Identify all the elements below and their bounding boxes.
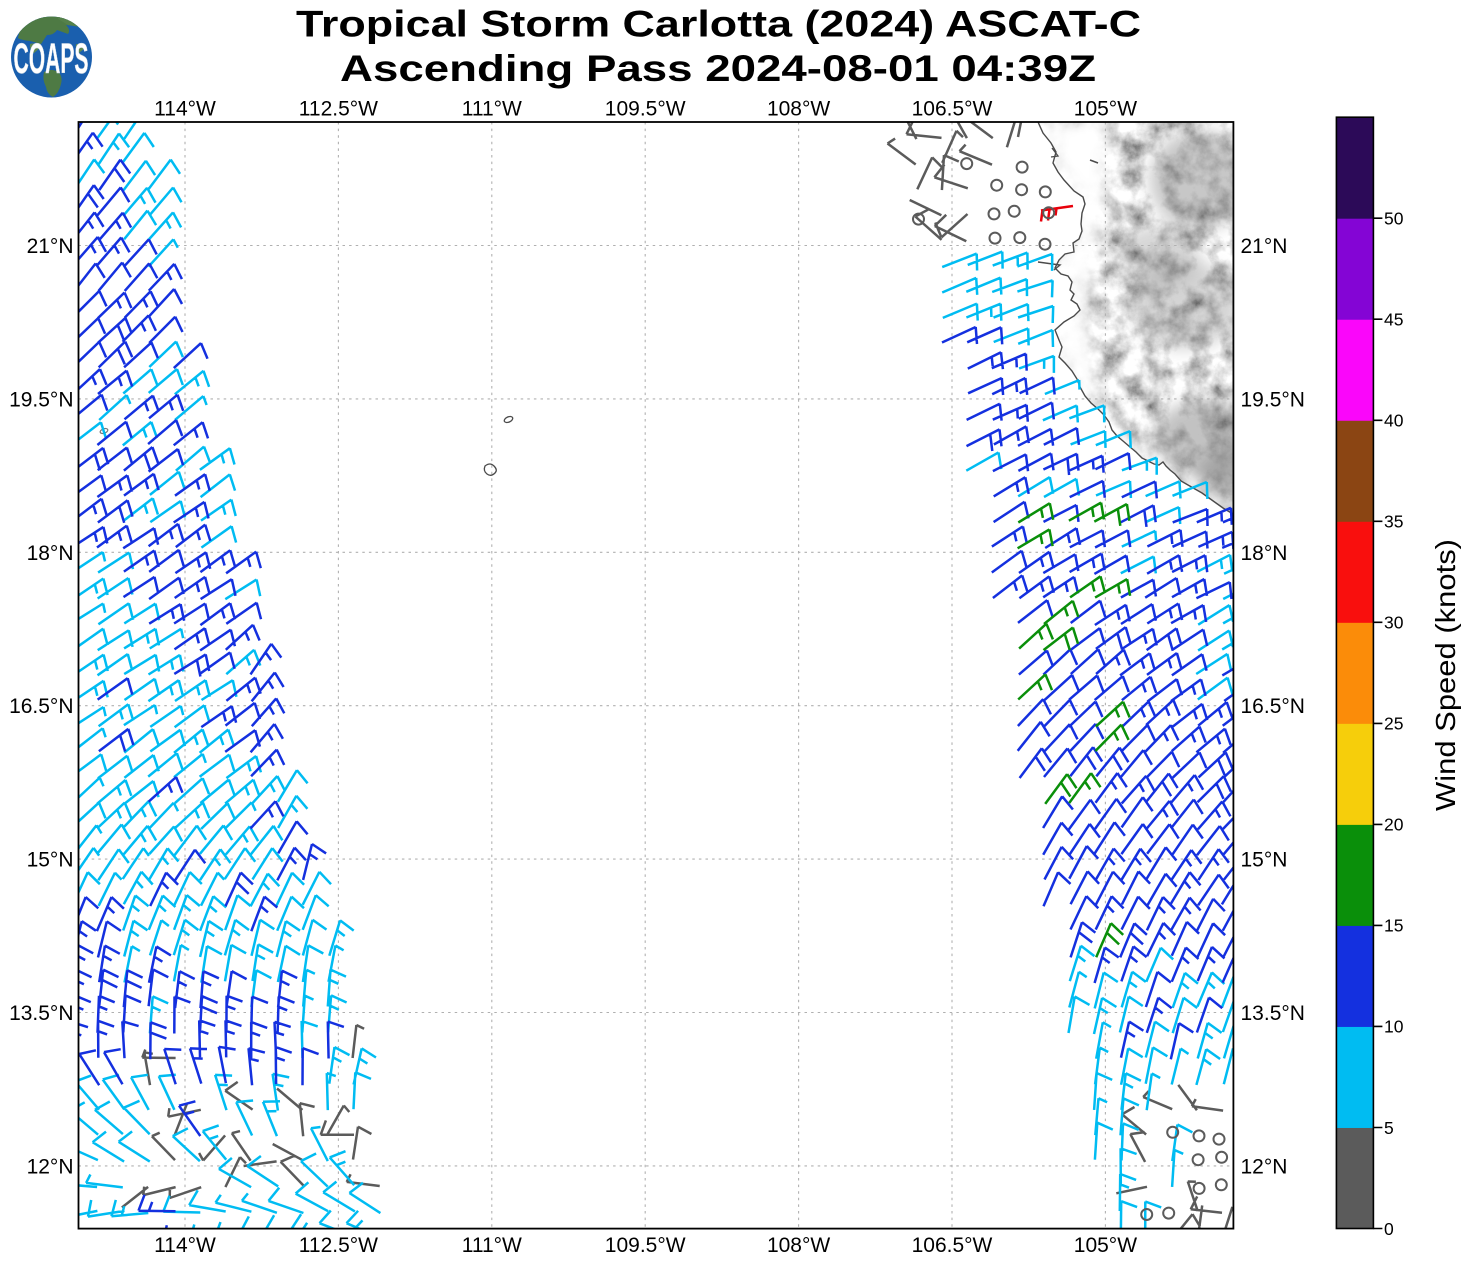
svg-text:40: 40 [1384,411,1404,431]
svg-text:19.5°N: 19.5°N [9,388,73,411]
svg-text:16.5°N: 16.5°N [9,695,73,718]
svg-text:105°W: 105°W [1074,1234,1137,1257]
svg-text:114°W: 114°W [154,98,216,121]
svg-text:5: 5 [1384,1118,1394,1138]
svg-text:15°N: 15°N [27,849,74,872]
svg-text:13.5°N: 13.5°N [1241,1002,1305,1025]
svg-text:19.5°N: 19.5°N [1241,388,1305,411]
svg-text:108°W: 108°W [767,98,830,121]
svg-text:111°W: 111°W [462,1234,522,1257]
svg-text:18°N: 18°N [1241,542,1288,565]
svg-text:30: 30 [1384,613,1404,633]
svg-text:112.5°W: 112.5°W [299,1234,378,1257]
svg-text:105°W: 105°W [1074,98,1137,121]
svg-text:108°W: 108°W [767,1234,830,1257]
svg-text:13.5°N: 13.5°N [9,1002,73,1025]
svg-text:0: 0 [1384,1219,1394,1239]
svg-text:111°W: 111°W [462,98,522,121]
svg-text:35: 35 [1384,512,1403,532]
svg-text:Tropical Storm Carlotta (2024): Tropical Storm Carlotta (2024) ASCAT-C [296,4,1141,45]
svg-text:Wind Speed (knots): Wind Speed (knots) [1430,539,1461,811]
svg-text:Ascending Pass 2024-08-01 04:3: Ascending Pass 2024-08-01 04:39Z [340,48,1096,89]
svg-text:106.5°W: 106.5°W [912,98,993,121]
svg-text:20: 20 [1384,815,1404,835]
svg-text:45: 45 [1384,310,1403,330]
svg-text:15°N: 15°N [1241,849,1288,872]
svg-text:12°N: 12°N [27,1155,74,1178]
svg-text:18°N: 18°N [27,542,74,565]
svg-text:109.5°W: 109.5°W [605,1234,686,1257]
svg-text:106.5°W: 106.5°W [912,1234,993,1257]
svg-text:21°N: 21°N [27,235,74,258]
svg-text:25: 25 [1384,714,1403,734]
svg-text:12°N: 12°N [1241,1155,1288,1178]
svg-text:50: 50 [1384,209,1404,229]
svg-text:16.5°N: 16.5°N [1241,695,1305,718]
svg-text:109.5°W: 109.5°W [605,98,686,121]
svg-text:21°N: 21°N [1241,235,1288,258]
svg-text:10: 10 [1384,1017,1404,1037]
svg-text:112.5°W: 112.5°W [299,98,378,121]
svg-text:COAPS: COAPS [14,35,89,83]
svg-text:114°W: 114°W [154,1234,216,1257]
svg-text:15: 15 [1384,916,1403,936]
